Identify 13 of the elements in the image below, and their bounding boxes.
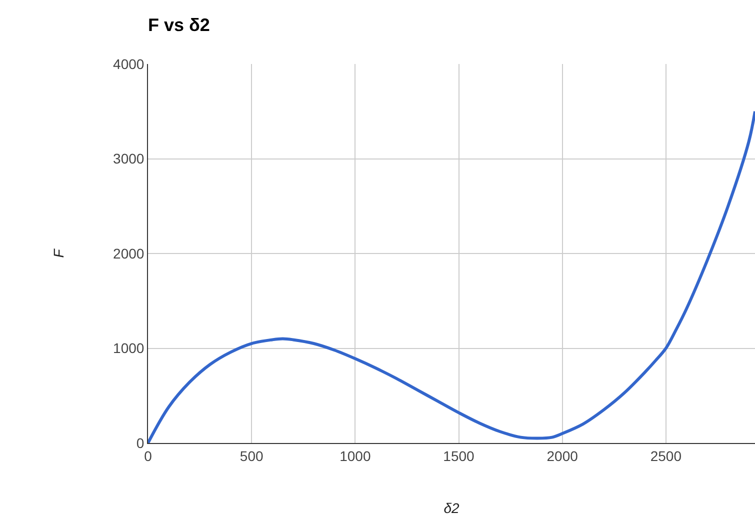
x-tick-label: 1000 xyxy=(340,448,371,464)
y-tick-label: 4000 xyxy=(113,56,144,72)
x-tick-label: 2000 xyxy=(546,448,578,464)
y-axis-title: F xyxy=(50,248,67,258)
y-tick-label: 3000 xyxy=(113,150,144,167)
x-axis-title: δ2 xyxy=(444,500,460,516)
x-tick-label: 2500 xyxy=(650,448,682,464)
y-tick-label: 2000 xyxy=(113,245,144,262)
x-tick-label: 1500 xyxy=(443,448,475,464)
chart-title: F vs δ2 xyxy=(148,15,210,36)
y-tick-label: 1000 xyxy=(113,340,144,356)
x-tick-label: 500 xyxy=(240,448,264,464)
y-tick-label: 0 xyxy=(136,434,144,451)
